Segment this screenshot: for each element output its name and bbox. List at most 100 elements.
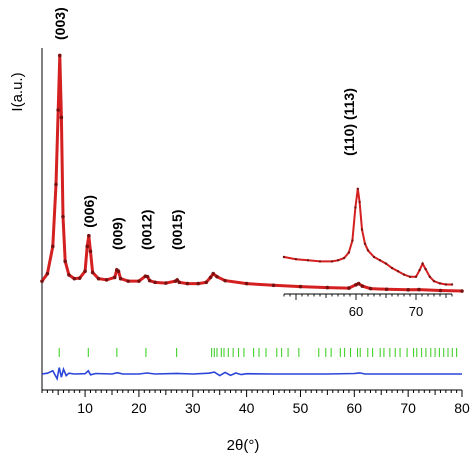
inset-chart: 60 70 (110) (113)	[282, 88, 454, 319]
inset-point	[336, 259, 340, 262]
peak-label: (0015)	[169, 210, 185, 250]
observed-point	[356, 281, 361, 286]
inset-point	[347, 251, 350, 254]
inset-point	[432, 280, 436, 283]
inset-point	[402, 273, 406, 276]
observed-point	[116, 269, 121, 274]
observed-point	[145, 274, 150, 279]
inset-point	[384, 262, 388, 265]
observed-point	[72, 276, 77, 281]
inset-peak-label: (110) (113)	[341, 88, 357, 156]
observed-point	[112, 275, 117, 280]
observed-point	[56, 108, 60, 112]
peak-label: (006)	[81, 195, 97, 228]
x-axis-label: 2θ(°)	[227, 437, 260, 454]
observed-point	[177, 280, 182, 285]
observed-point	[50, 244, 55, 249]
inset-point	[360, 228, 364, 231]
observed-point	[67, 273, 71, 277]
observed-point	[77, 276, 82, 280]
inset-point	[418, 269, 421, 272]
y-axis-label: I(a.u.)	[9, 72, 26, 111]
observed-point	[271, 283, 276, 288]
observed-point	[438, 288, 443, 293]
inset-point	[408, 275, 412, 278]
inset-point	[351, 239, 354, 242]
inset-tick-label: 70	[409, 304, 423, 319]
observed-point	[104, 278, 109, 282]
inset-point	[356, 187, 359, 190]
x-tick-label: 60	[347, 400, 363, 416]
inset-point	[366, 249, 370, 252]
inset-point	[428, 275, 431, 278]
observed-point	[147, 278, 152, 283]
observed-point	[360, 284, 365, 288]
x-axis-ticks: 10 20 30 40 50 60 70 80	[41, 390, 470, 416]
observed-point	[325, 285, 330, 290]
observed-point	[244, 281, 249, 286]
observed-point	[153, 280, 157, 285]
inset-point	[282, 255, 286, 259]
x-tick-label: 70	[400, 400, 416, 416]
peak-label: (0012)	[138, 210, 154, 250]
inset-point	[414, 275, 418, 278]
difference-line	[41, 366, 462, 382]
traces	[40, 53, 464, 382]
x-tick-label: 30	[185, 400, 201, 416]
inset-point	[424, 267, 427, 271]
observed-point	[347, 286, 351, 290]
observed-point	[57, 53, 62, 58]
observed-point	[208, 275, 213, 280]
observed-point	[126, 279, 130, 283]
inset-point	[372, 255, 376, 259]
x-tick-label: 40	[239, 400, 255, 416]
inset-points	[282, 187, 454, 286]
inset-point	[342, 256, 346, 260]
observed-point	[384, 287, 389, 292]
observed-point	[164, 281, 168, 285]
observed-point	[59, 115, 64, 120]
inset-tick-label: 60	[349, 304, 363, 319]
inset-point	[378, 259, 382, 262]
observed-point	[40, 279, 44, 283]
observed-pattern-line	[40, 55, 463, 293]
inset-point	[421, 262, 424, 265]
inset-point	[318, 260, 322, 263]
observed-point	[298, 284, 303, 289]
observed-point	[63, 259, 67, 264]
inset-point	[306, 259, 310, 262]
peak-label: (003)	[52, 7, 68, 40]
x-tick-label: 10	[77, 400, 93, 416]
observed-point	[223, 278, 227, 283]
observed-point	[85, 244, 90, 249]
observed-point	[87, 233, 91, 238]
observed-point	[215, 274, 219, 279]
observed-point	[406, 288, 410, 292]
bragg-ticks	[58, 348, 458, 357]
observed-point	[83, 269, 87, 274]
x-tick-label: 50	[293, 400, 309, 416]
inset-point	[294, 258, 298, 261]
observed-point	[45, 271, 50, 276]
observed-point	[211, 271, 216, 276]
inset-point	[390, 266, 394, 270]
observed-point	[417, 287, 421, 292]
observed-point	[90, 270, 95, 275]
observed-point	[196, 281, 200, 286]
inset-point	[450, 283, 454, 286]
inset-pattern-line	[283, 188, 452, 286]
observed-point	[175, 278, 179, 282]
inset-point	[444, 283, 448, 286]
peak-labels: (003) (006) (009) (0012) (0015)	[52, 7, 185, 250]
inset-point	[438, 282, 442, 285]
inset-point	[354, 206, 357, 209]
inset-point	[363, 242, 367, 245]
observed-point	[61, 214, 65, 219]
observed-point	[354, 283, 358, 287]
observed-point	[137, 279, 141, 283]
observed-point	[185, 281, 190, 286]
observed-point	[96, 276, 101, 281]
observed-point	[88, 249, 93, 254]
inset-x-axis: 60 70	[283, 293, 453, 319]
